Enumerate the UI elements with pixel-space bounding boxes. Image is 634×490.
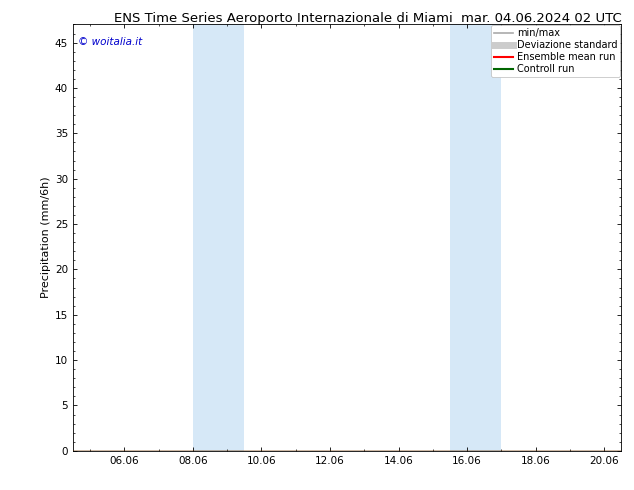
Text: © woitalia.it: © woitalia.it [79,37,143,48]
Text: ENS Time Series Aeroporto Internazionale di Miami: ENS Time Series Aeroporto Internazionale… [114,12,453,25]
Text: mar. 04.06.2024 02 UTC: mar. 04.06.2024 02 UTC [460,12,621,25]
Bar [193,24,244,451]
Legend: min/max, Deviazione standard, Ensemble mean run, Controll run: min/max, Deviazione standard, Ensemble m… [491,25,620,77]
Bar [450,24,501,451]
Y-axis label: Precipitation (mm/6h): Precipitation (mm/6h) [41,177,51,298]
